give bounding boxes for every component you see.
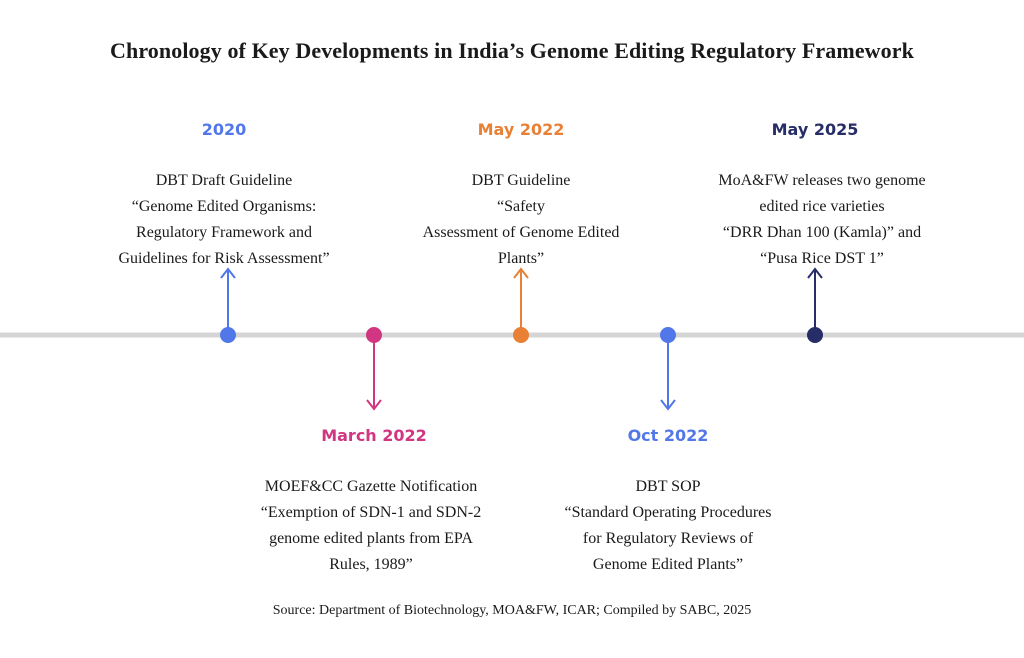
event-desc-line: Assessment of Genome Edited [422, 224, 620, 241]
event-desc-oct-2022: DBT SOP “Standard Operating Procedures f… [518, 474, 818, 578]
event-desc-line: for Regulatory Reviews of [582, 530, 754, 547]
event-desc-line: “Standard Operating Procedures [564, 504, 772, 521]
arrowhead-may-2022 [513, 267, 529, 279]
event-desc-march-2022: MOEF&CC Gazette Notification “Exemption … [221, 474, 521, 578]
event-desc-line: Plants” [497, 250, 545, 267]
marker-may-2025 [807, 327, 823, 343]
event-desc-line: Regulatory Framework and [136, 224, 312, 241]
arrowhead-may-2025 [807, 267, 823, 279]
event-desc-2020: DBT Draft Guideline “Genome Edited Organ… [74, 168, 374, 272]
diagram-title: Chronology of Key Developments in India’… [110, 38, 914, 63]
event-desc-line: DBT Guideline [471, 172, 571, 189]
event-desc-may-2022: DBT Guideline “Safety Assessment of Geno… [371, 168, 671, 272]
event-desc-line: edited rice varieties [759, 198, 885, 215]
event-desc-line: “DRR Dhan 100 (Kamla)” and [722, 224, 922, 241]
event-desc-line: Guidelines for Risk Assessment” [118, 250, 330, 267]
arrowhead-oct-2022 [660, 399, 676, 411]
event-date-2020: 2020 [201, 120, 247, 139]
event-desc-line: “Exemption of SDN-1 and SDN-2 [260, 504, 482, 521]
event-desc-line: “Safety [497, 198, 545, 215]
event-desc-line: “Pusa Rice DST 1” [760, 250, 884, 267]
event-date-march-2022: March 2022 [321, 426, 427, 445]
event-desc-line: MoA&FW releases two genome [718, 172, 926, 189]
marker-may-2022 [513, 327, 529, 343]
arrowhead-march-2022 [366, 399, 382, 411]
event-date-oct-2022: Oct 2022 [627, 426, 709, 445]
marker-oct-2022 [660, 327, 676, 343]
event-desc-line: genome edited plants from EPA [269, 530, 473, 547]
marker-2020 [220, 327, 236, 343]
event-desc-line: DBT SOP [635, 478, 701, 495]
marker-march-2022 [366, 327, 382, 343]
event-desc-line: “Genome Edited Organisms: [131, 198, 317, 215]
event-date-may-2025: May 2025 [771, 120, 859, 139]
event-date-may-2022: May 2022 [477, 120, 565, 139]
event-desc-may-2025: MoA&FW releases two genome edited rice v… [672, 168, 972, 272]
arrowhead-2020 [220, 267, 236, 279]
event-desc-line: Genome Edited Plants” [592, 556, 744, 573]
event-desc-line: MOEF&CC Gazette Notification [264, 478, 478, 495]
event-desc-line: DBT Draft Guideline [155, 172, 293, 189]
source-note: Source: Department of Biotechnology, MOA… [272, 603, 752, 618]
event-desc-line: Rules, 1989” [329, 556, 413, 573]
